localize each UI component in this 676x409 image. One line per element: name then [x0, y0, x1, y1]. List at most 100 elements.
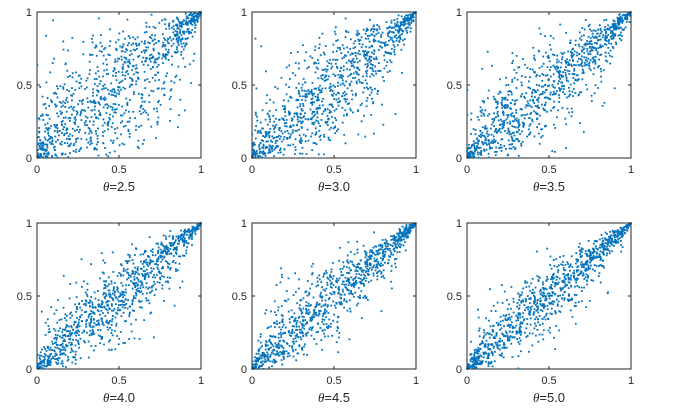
- data-point: [276, 87, 279, 90]
- data-point: [590, 40, 593, 42]
- data-point: [143, 261, 145, 264]
- data-point: [99, 34, 102, 36]
- data-point: [527, 128, 530, 131]
- data-point: [323, 272, 326, 275]
- data-point: [296, 106, 299, 109]
- data-point: [355, 276, 357, 278]
- data-point: [194, 24, 197, 27]
- data-point: [482, 112, 485, 115]
- data-point: [619, 34, 621, 36]
- data-point: [182, 42, 185, 45]
- data-point: [183, 45, 186, 48]
- data-point: [155, 137, 157, 139]
- data-point: [595, 36, 598, 39]
- data-point: [346, 309, 349, 312]
- data-point: [299, 138, 302, 141]
- data-point: [262, 140, 265, 142]
- data-point: [542, 74, 545, 76]
- data-point: [378, 62, 380, 64]
- data-point: [113, 291, 116, 294]
- data-point: [102, 324, 105, 327]
- data-point: [336, 329, 338, 332]
- data-point: [295, 328, 297, 331]
- data-point: [384, 261, 386, 264]
- data-point: [130, 53, 133, 55]
- data-point: [364, 262, 367, 265]
- data-point: [123, 294, 126, 297]
- data-point: [105, 280, 107, 283]
- data-point: [153, 274, 155, 276]
- data-point: [529, 68, 532, 71]
- data-point: [298, 345, 301, 348]
- data-point: [390, 61, 393, 64]
- data-point: [92, 101, 94, 104]
- data-point: [124, 77, 127, 80]
- data-point: [154, 263, 156, 266]
- data-point: [295, 359, 298, 362]
- data-point: [46, 128, 49, 131]
- data-point: [326, 305, 329, 308]
- data-point: [371, 249, 373, 252]
- data-point: [298, 67, 300, 70]
- data-point: [133, 282, 136, 284]
- data-point: [38, 144, 41, 147]
- data-point: [317, 120, 319, 123]
- data-point: [494, 140, 497, 142]
- data-point: [163, 255, 166, 258]
- data-point: [40, 362, 43, 364]
- data-point: [611, 55, 614, 58]
- data-point: [286, 355, 289, 358]
- data-point: [494, 141, 497, 143]
- data-point: [393, 236, 396, 239]
- y-tick-label: 0: [456, 153, 462, 165]
- data-point: [154, 61, 157, 64]
- data-point: [621, 20, 624, 23]
- data-point: [91, 41, 94, 44]
- data-point: [401, 225, 404, 228]
- data-point: [611, 31, 614, 34]
- data-point: [89, 54, 92, 56]
- data-point: [103, 291, 105, 294]
- data-point: [46, 346, 49, 349]
- data-point: [103, 48, 105, 51]
- data-point: [322, 97, 325, 100]
- data-point: [294, 62, 297, 64]
- data-point: [167, 37, 169, 40]
- data-point: [56, 112, 59, 115]
- data-point: [93, 148, 96, 151]
- data-point: [588, 40, 591, 43]
- data-point: [321, 113, 324, 115]
- data-point: [577, 63, 580, 66]
- data-point: [281, 273, 283, 276]
- data-point: [54, 91, 57, 94]
- data-point: [326, 124, 329, 127]
- data-point: [82, 53, 85, 56]
- data-point: [560, 87, 563, 90]
- data-point: [588, 67, 591, 70]
- data-point: [38, 142, 41, 145]
- data-point: [295, 87, 298, 89]
- data-point: [536, 117, 539, 120]
- data-point: [176, 40, 179, 43]
- data-point: [132, 73, 135, 76]
- data-point: [72, 109, 75, 112]
- data-point: [318, 129, 321, 132]
- data-point: [134, 49, 137, 52]
- data-point: [48, 104, 51, 107]
- data-point: [121, 74, 124, 77]
- data-point: [309, 319, 312, 322]
- data-point: [614, 24, 616, 27]
- data-point: [77, 340, 79, 342]
- data-point: [39, 365, 41, 368]
- data-point: [322, 110, 325, 113]
- data-point: [350, 276, 353, 279]
- data-point: [181, 21, 183, 23]
- data-point: [316, 112, 319, 115]
- data-point: [298, 315, 301, 318]
- data-point: [324, 76, 326, 79]
- data-point: [312, 296, 315, 299]
- data-point: [63, 126, 65, 128]
- data-point: [534, 90, 537, 92]
- data-point: [75, 326, 78, 329]
- data-point: [136, 272, 139, 275]
